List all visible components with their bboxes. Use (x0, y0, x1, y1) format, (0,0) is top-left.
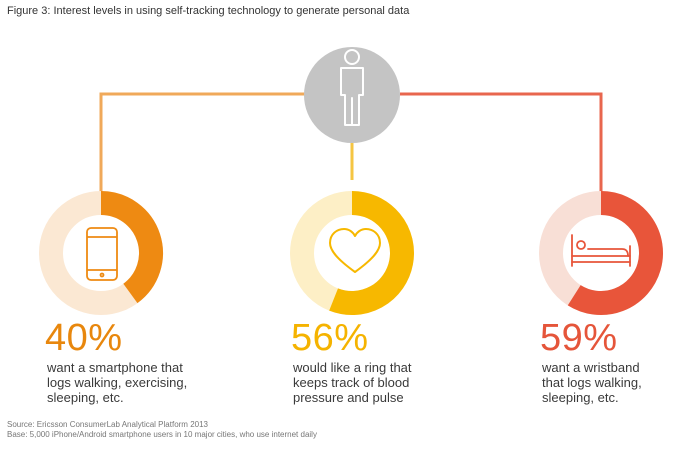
stat-percentage: 56% (291, 317, 369, 359)
base-note: Base: 5,000 iPhone/Android smartphone us… (7, 430, 317, 439)
footer-notes: Source: Ericsson ConsumerLab Analytical … (7, 420, 317, 440)
donut-value-arc (329, 191, 414, 315)
donut-value-arc (100, 191, 163, 304)
person-icon (340, 49, 364, 126)
person-circle (304, 47, 400, 143)
donut-charts (39, 191, 663, 315)
stat-smartphone: 40% want a smartphone that logs walking,… (45, 316, 245, 405)
stat-ring: 56% would like a ring that keeps track o… (291, 316, 491, 405)
donut-value-arc (567, 191, 663, 315)
stat-description: would like a ring that keeps track of bl… (293, 360, 412, 405)
stat-description: want a smartphone that logs walking, exe… (47, 360, 188, 405)
bed-icon (571, 234, 631, 267)
heart-icon (329, 228, 381, 273)
source-note: Source: Ericsson ConsumerLab Analytical … (7, 420, 208, 429)
connector-right (400, 92, 603, 197)
stat-wristband: 59% want a wristband that logs walking, … (540, 316, 678, 405)
connector-left (99, 92, 305, 197)
stat-percentage: 59% (540, 317, 618, 359)
stat-description: want a wristband that logs walking, slee… (542, 360, 642, 405)
figure-title: Figure 3: Interest levels in using self-… (7, 5, 410, 17)
smartphone-icon (86, 227, 118, 281)
stat-percentage: 40% (45, 317, 123, 359)
